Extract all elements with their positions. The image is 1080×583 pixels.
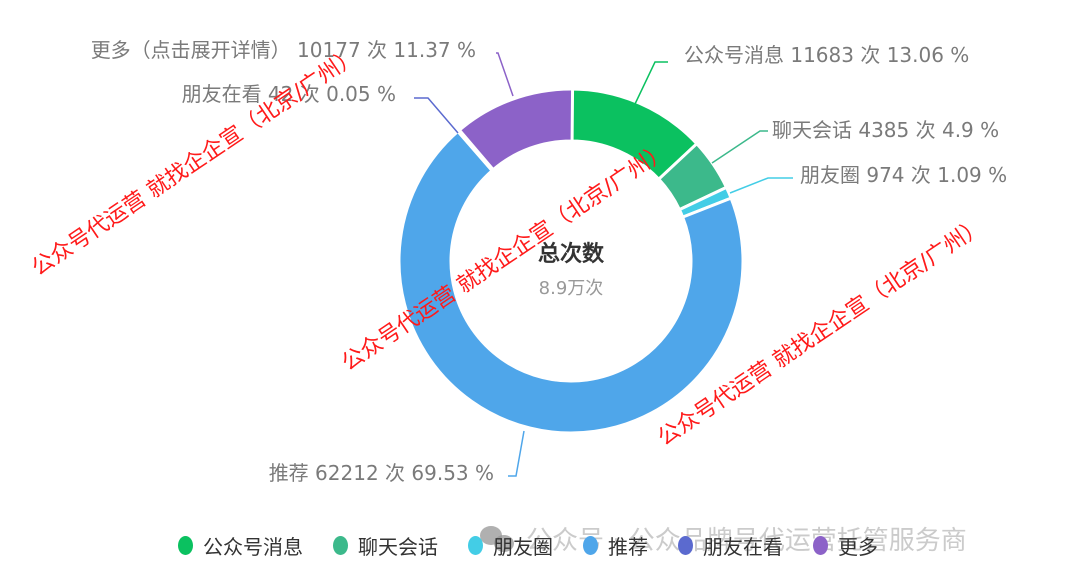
legend-item-gzh[interactable]: 公众号消息 xyxy=(178,531,303,560)
legend-item-moments[interactable]: 朋友圈 xyxy=(468,531,553,560)
leader-line-1 xyxy=(711,130,768,164)
leader-line-5 xyxy=(496,52,514,97)
legend-item-more[interactable]: 更多 xyxy=(813,531,878,560)
legend-dot-icon xyxy=(583,536,598,555)
leader-line-2 xyxy=(729,177,793,194)
legend-item-friends-watch[interactable]: 朋友在看 xyxy=(678,531,783,560)
legend-label: 聊天会话 xyxy=(358,535,438,559)
label-friends-watch: 朋友在看 42 次 0.05 % xyxy=(182,82,396,106)
leader-line-4 xyxy=(414,97,459,134)
chart-legend: 公众号消息 聊天会话 朋友圈 推荐 朋友在看 更多 xyxy=(178,531,908,560)
label-gzh: 公众号消息 11683 次 13.06 % xyxy=(684,43,969,67)
legend-label: 朋友在看 xyxy=(703,535,783,559)
center-value: 8.9万次 xyxy=(539,278,604,299)
center-title: 总次数 xyxy=(538,241,605,267)
label-more: 更多（点击展开详情） 10177 次 11.37 % xyxy=(91,38,476,62)
slice-3[interactable] xyxy=(397,129,745,435)
label-chat: 聊天会话 4385 次 4.9 % xyxy=(772,118,999,142)
legend-item-recommend[interactable]: 推荐 xyxy=(583,531,648,560)
label-recommend: 推荐 62212 次 69.53 % xyxy=(269,461,494,485)
leader-line-3 xyxy=(508,430,525,477)
slice-5[interactable] xyxy=(457,87,575,172)
legend-label: 朋友圈 xyxy=(493,535,553,559)
leader-line-0 xyxy=(634,61,668,105)
legend-dot-icon xyxy=(813,536,828,555)
legend-item-chat[interactable]: 聊天会话 xyxy=(333,531,438,560)
legend-label: 更多 xyxy=(838,535,878,559)
donut-slices[interactable] xyxy=(397,87,745,435)
legend-label: 推荐 xyxy=(608,535,648,559)
watermark-bottom: 公众号 · 公众品牌号代运营托管服务商 xyxy=(478,520,967,557)
legend-dot-icon xyxy=(178,536,193,555)
leader-lines xyxy=(414,52,793,477)
legend-label: 公众号消息 xyxy=(203,535,303,559)
legend-dot-icon xyxy=(333,536,348,555)
label-moments: 朋友圈 974 次 1.09 % xyxy=(800,163,1007,187)
watermark-bottom-text: 公众号 · 公众品牌号代运营托管服务商 xyxy=(526,526,967,556)
wechat-icon xyxy=(478,524,518,554)
legend-dot-icon xyxy=(468,536,483,555)
legend-dot-icon xyxy=(678,536,693,555)
